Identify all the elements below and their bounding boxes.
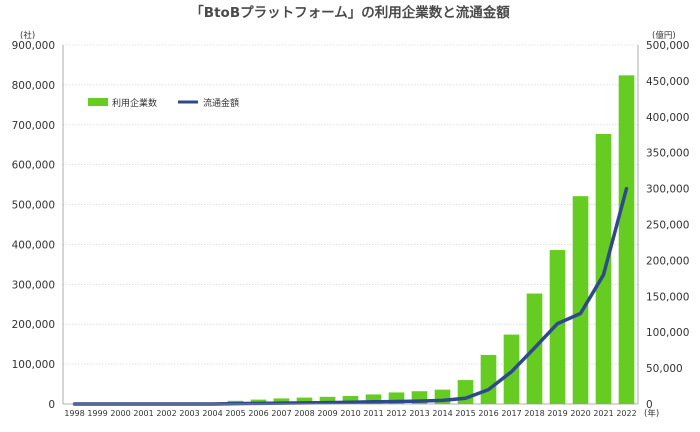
x-axis-tick-label: 2005 — [225, 409, 245, 418]
x-axis-tick-label: 1998 — [64, 409, 84, 418]
right-axis-tick-label: 350,000 — [646, 148, 689, 160]
x-axis-tick-label: 2014 — [432, 409, 452, 418]
x-axis-tick-label: 2002 — [156, 409, 176, 418]
legend: 利用企業数 流通金額 — [88, 97, 239, 109]
x-axis-tick-label: 2008 — [294, 409, 314, 418]
right-axis-tick-label: 300,000 — [646, 184, 689, 196]
bar — [273, 398, 290, 404]
bar — [319, 396, 336, 404]
right-axis-tick-label: 250,000 — [646, 220, 689, 232]
x-axis-tick-label: 2018 — [524, 409, 544, 418]
left-axis-tick-label: 600,000 — [12, 160, 55, 172]
x-axis-tick-label: 2021 — [593, 409, 613, 418]
x-axis-tick-label: 2003 — [179, 409, 199, 418]
line-series — [72, 186, 629, 406]
left-axis-tick-label: 300,000 — [12, 279, 55, 291]
x-axis-tick-label: 2015 — [455, 409, 475, 418]
x-axis-tick-label: 2010 — [340, 409, 360, 418]
chart-title: 「BtoBプラットフォーム」の利用企業数と流通金額 — [190, 4, 510, 21]
x-axis-tick-label: 2011 — [363, 409, 383, 418]
x-axis-tick-label: 2012 — [386, 409, 406, 418]
right-axis-tick-label: 150,000 — [646, 291, 689, 303]
legend-line-label: 流通金額 — [203, 97, 239, 109]
bar — [365, 394, 382, 404]
left-axis-tick-label: 800,000 — [12, 80, 55, 92]
right-axis-tick-label: 200,000 — [646, 255, 689, 267]
bar — [549, 250, 566, 404]
left-axis-unit: (社) — [20, 30, 35, 41]
bar — [618, 75, 635, 404]
left-axis-tick-label: 100,000 — [12, 359, 55, 371]
left-axis-tick-label: 0 — [48, 399, 55, 411]
left-axis-tick-label: 400,000 — [12, 239, 55, 251]
x-axis-tick-label: 2009 — [317, 409, 337, 418]
bar — [342, 396, 359, 404]
right-axis-tick-label: 0 — [646, 399, 653, 411]
x-axis-tick-label: 1999 — [87, 409, 107, 418]
axes: 0 100,000 200,000 300,000 400,000 500,000 600,… — [12, 40, 690, 418]
right-axis-tick-label: 450,000 — [646, 76, 689, 88]
right-axis-tick-label: 50,000 — [646, 363, 683, 375]
bar — [572, 196, 589, 404]
bar — [480, 354, 497, 404]
left-axis-tick-label: 700,000 — [12, 120, 55, 132]
legend-bar-label: 利用企業数 — [112, 97, 157, 109]
right-axis-unit: (億円) — [652, 30, 676, 41]
right-axis-tick-label: 500,000 — [646, 40, 689, 52]
legend-bar-swatch — [88, 98, 108, 106]
x-axis-tick-label: 2004 — [202, 409, 222, 418]
x-axis-tick-label: 2022 — [616, 409, 636, 418]
left-axis-tick-label: 900,000 — [12, 40, 55, 52]
bar-series — [227, 75, 635, 405]
x-axis-tick-label: 2000 — [110, 409, 130, 418]
right-axis-tick-label: 100,000 — [646, 327, 689, 339]
x-axis-tick-label: 2019 — [547, 409, 567, 418]
right-axis-tick-label: 400,000 — [646, 112, 689, 124]
bar — [296, 397, 313, 404]
x-axis-tick-label: 2006 — [248, 409, 268, 418]
x-axis-tick-label: 2020 — [570, 409, 590, 418]
left-axis-tick-label: 500,000 — [12, 200, 55, 212]
left-axis-tick-label: 200,000 — [12, 319, 55, 331]
x-axis-tick-label: 2017 — [501, 409, 521, 418]
bar — [388, 392, 405, 404]
x-axis-tick-label: 2013 — [409, 409, 429, 418]
x-axis-tick-label: 2001 — [133, 409, 153, 418]
line-series-path — [72, 186, 629, 406]
x-axis-tick-label: 2016 — [478, 409, 498, 418]
x-axis-unit: (年) — [644, 408, 659, 419]
x-axis-tick-label: 2007 — [271, 409, 291, 418]
